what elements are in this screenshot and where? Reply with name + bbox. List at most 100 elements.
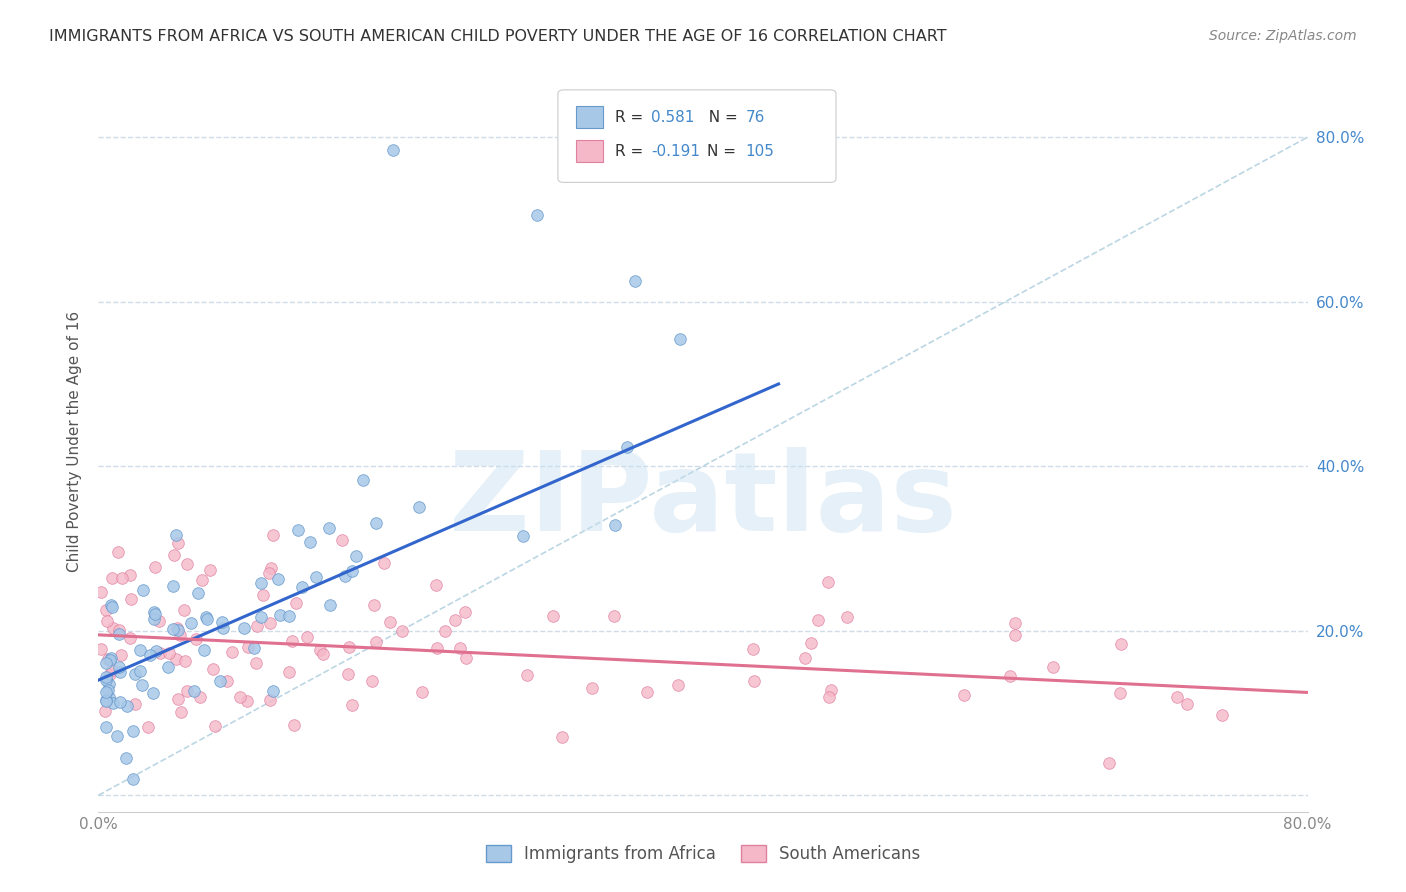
Point: [332, 533, 354, 547]
Point: [281, 634, 304, 648]
Legend: Immigrants from Africa, South Americans: Immigrants from Africa, South Americans: [479, 838, 927, 870]
Point: [167, 691, 190, 706]
Point: [96, 652, 118, 666]
Point: [391, 624, 413, 638]
Point: [1211, 707, 1233, 722]
Point: [100, 571, 122, 585]
Point: [128, 664, 150, 678]
Point: [198, 563, 221, 577]
Point: [818, 690, 841, 704]
Text: R =: R =: [614, 144, 648, 159]
Point: [1175, 697, 1198, 711]
Point: [817, 575, 839, 590]
Point: [337, 640, 360, 655]
Point: [111, 571, 134, 585]
Point: [173, 654, 195, 668]
Point: [191, 573, 214, 587]
Point: [94, 603, 117, 617]
Point: [245, 657, 267, 671]
Point: [1109, 636, 1132, 650]
Text: IMMIGRANTS FROM AFRICA VS SOUTH AMERICAN CHILD POVERTY UNDER THE AGE OF 16 CORRE: IMMIGRANTS FROM AFRICA VS SOUTH AMERICAN…: [49, 29, 946, 44]
Point: [97, 690, 120, 705]
Point: [259, 615, 281, 630]
Point: [411, 685, 433, 699]
Point: [142, 605, 165, 619]
Text: N =: N =: [699, 110, 742, 125]
Point: [165, 651, 187, 665]
Point: [120, 591, 142, 606]
Point: [278, 665, 301, 680]
Bar: [576, 140, 603, 162]
Text: Source: ZipAtlas.com: Source: ZipAtlas.com: [1209, 29, 1357, 43]
Point: [143, 607, 166, 621]
Point: [94, 684, 117, 698]
Point: [624, 274, 647, 288]
Point: [94, 720, 117, 734]
Point: [236, 640, 259, 654]
Point: [108, 660, 131, 674]
Point: [180, 616, 202, 631]
Point: [250, 609, 273, 624]
Point: [308, 643, 330, 657]
Point: [221, 645, 243, 659]
Point: [515, 667, 537, 681]
Point: [364, 635, 387, 649]
Text: 76: 76: [745, 110, 765, 125]
Point: [170, 705, 193, 719]
Point: [94, 669, 117, 683]
Point: [443, 613, 465, 627]
Point: [526, 208, 548, 222]
Point: [246, 619, 269, 633]
Point: [108, 627, 131, 641]
Point: [259, 566, 281, 580]
Point: [669, 332, 692, 346]
Point: [283, 718, 305, 732]
Text: 105: 105: [745, 144, 775, 159]
Point: [98, 653, 121, 667]
Point: [1004, 628, 1026, 642]
Point: [101, 600, 124, 615]
Point: [267, 572, 290, 586]
Point: [363, 598, 385, 612]
Point: [96, 614, 118, 628]
Point: [90, 642, 112, 657]
Point: [382, 143, 405, 157]
Point: [193, 642, 215, 657]
Point: [284, 596, 307, 610]
Point: [252, 588, 274, 602]
Point: [1109, 686, 1132, 700]
Point: [319, 598, 342, 612]
Point: [794, 651, 817, 665]
Point: [408, 500, 430, 514]
Point: [512, 529, 534, 543]
Point: [101, 696, 124, 710]
Point: [110, 648, 132, 662]
Point: [176, 684, 198, 698]
Point: [187, 586, 209, 600]
Point: [124, 698, 146, 712]
Point: [96, 682, 118, 697]
Point: [229, 690, 252, 704]
Point: [211, 615, 233, 629]
Point: [352, 473, 374, 487]
Point: [115, 698, 138, 713]
Point: [94, 692, 117, 706]
Y-axis label: Child Poverty Under the Age of 16: Child Poverty Under the Age of 16: [67, 311, 83, 572]
Point: [305, 570, 328, 584]
Point: [215, 674, 238, 689]
Point: [100, 598, 122, 612]
Point: [132, 582, 155, 597]
Point: [741, 641, 763, 656]
Point: [259, 693, 281, 707]
Point: [201, 662, 224, 676]
Point: [360, 673, 382, 688]
Point: [98, 667, 121, 681]
Point: [183, 684, 205, 698]
Point: [378, 615, 401, 629]
Point: [340, 698, 363, 713]
Text: N =: N =: [707, 144, 741, 159]
Point: [800, 636, 823, 650]
Point: [336, 667, 359, 681]
Point: [142, 686, 165, 700]
Text: ZIPatlas: ZIPatlas: [449, 447, 957, 554]
